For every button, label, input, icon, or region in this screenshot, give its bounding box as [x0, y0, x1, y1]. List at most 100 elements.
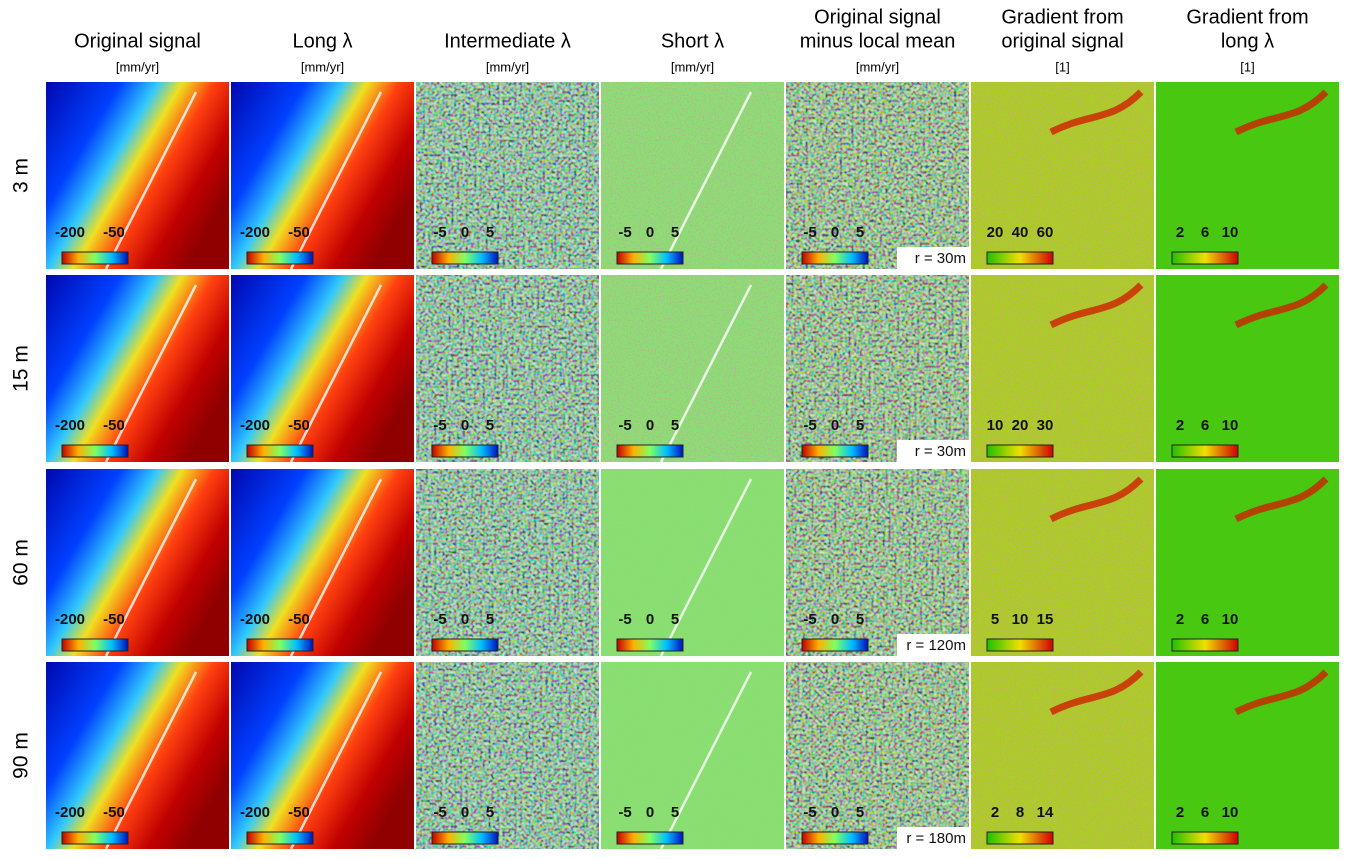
- column-title: original signal: [1001, 30, 1123, 52]
- map-panel: -200-50: [231, 82, 414, 269]
- colorbar: [432, 639, 498, 651]
- colorbar-label: 5: [486, 804, 494, 821]
- colorbar: [247, 252, 313, 264]
- colorbar-label: 2: [1176, 224, 1184, 241]
- colorbar-label: 60: [1037, 224, 1054, 241]
- colorbar: [802, 639, 868, 651]
- column-title: Intermediate λ: [444, 30, 571, 52]
- colorbar-label: -200: [55, 224, 85, 241]
- figure: Original signal [mm/yr] Long λ [mm/yr] Inter…: [0, 0, 1346, 854]
- column-unit: [mm/yr]: [116, 59, 159, 74]
- colorbar-label: 0: [646, 804, 654, 821]
- colorbar-label: -50: [103, 224, 125, 241]
- colorbar-label: 2: [1176, 611, 1184, 628]
- colorbar-label: -50: [288, 417, 310, 434]
- column-title: Original signal: [814, 6, 941, 28]
- column-unit: [mm/yr]: [301, 59, 344, 74]
- colorbar-label: -5: [618, 417, 631, 434]
- colorbar-label: 5: [856, 804, 864, 821]
- radius-label: r = 120m: [906, 637, 966, 654]
- map-panel: -200 -50: [46, 82, 229, 269]
- colorbar-label: 0: [831, 417, 839, 434]
- colorbar-label: 0: [831, 611, 839, 628]
- colorbar-label: 5: [486, 611, 494, 628]
- colorbar-label: -5: [433, 804, 446, 821]
- colorbar-label: -50: [103, 611, 125, 628]
- radius-label: r = 30m: [915, 443, 966, 460]
- row-label: 15 m: [10, 345, 33, 392]
- column-title: Long λ: [292, 30, 352, 52]
- colorbar: [247, 832, 313, 844]
- colorbar-label: 6: [1201, 417, 1209, 434]
- colorbar: [1172, 445, 1238, 457]
- colorbar-label: -5: [433, 611, 446, 628]
- column-title: Gradient from: [1001, 6, 1123, 28]
- colorbar-label: 0: [831, 224, 839, 241]
- colorbar-label: -200: [240, 417, 270, 434]
- colorbar-label: 0: [461, 804, 469, 821]
- colorbar-label: 5: [486, 224, 494, 241]
- colorbar: [802, 252, 868, 264]
- colorbar: [432, 832, 498, 844]
- column-title: Original signal: [74, 30, 201, 52]
- column-unit: [1]: [1055, 59, 1069, 74]
- colorbar-label: -200: [55, 804, 85, 821]
- colorbar-label: 6: [1201, 224, 1209, 241]
- column-title: Gradient from: [1186, 6, 1308, 28]
- colorbar: [1172, 832, 1238, 844]
- colorbar-label: -50: [103, 417, 125, 434]
- colorbar: [62, 445, 128, 457]
- colorbar: [617, 832, 683, 844]
- colorbar: [62, 639, 128, 651]
- colorbar-label: 5: [671, 417, 679, 434]
- colorbar: [62, 252, 128, 264]
- colorbar-label: 2: [991, 804, 999, 821]
- colorbar: [987, 832, 1053, 844]
- colorbar-label: -5: [803, 224, 816, 241]
- colorbar-label: -50: [288, 804, 310, 821]
- colorbar-label: 6: [1201, 804, 1209, 821]
- colorbar-label: 10: [1222, 224, 1239, 241]
- colorbar-label: -200: [240, 804, 270, 821]
- row-label: 90 m: [10, 732, 33, 779]
- colorbar-label: 0: [646, 417, 654, 434]
- row-label: 60 m: [10, 539, 33, 586]
- colorbar: [247, 639, 313, 651]
- column-title: Short λ: [661, 30, 724, 52]
- column-unit: [mm/yr]: [671, 59, 714, 74]
- colorbar-label: -50: [103, 804, 125, 821]
- colorbar-label: 0: [646, 224, 654, 241]
- colorbar-label: 0: [461, 417, 469, 434]
- column-title: long λ: [1221, 30, 1274, 52]
- map-panel: -5 05: [601, 275, 784, 462]
- colorbar-label: 5: [991, 611, 999, 628]
- colorbar-label: 20: [987, 224, 1004, 241]
- colorbar-label: -5: [803, 611, 816, 628]
- colorbar-label: -200: [55, 611, 85, 628]
- colorbar-label: 10: [1222, 611, 1239, 628]
- colorbar-label: 5: [671, 804, 679, 821]
- colorbar-label: 10: [1222, 804, 1239, 821]
- colorbar-label: 0: [461, 224, 469, 241]
- colorbar: [432, 445, 498, 457]
- map-panel: -200 -50: [46, 469, 229, 656]
- map-panel: -5 05: [416, 662, 599, 849]
- colorbar-label: 5: [486, 417, 494, 434]
- colorbar-label: 20: [1012, 417, 1029, 434]
- colorbar: [62, 832, 128, 844]
- colorbar: [1172, 639, 1238, 651]
- colorbar-label: 0: [646, 611, 654, 628]
- colorbar-label: -5: [433, 417, 446, 434]
- colorbar-label: 10: [987, 417, 1004, 434]
